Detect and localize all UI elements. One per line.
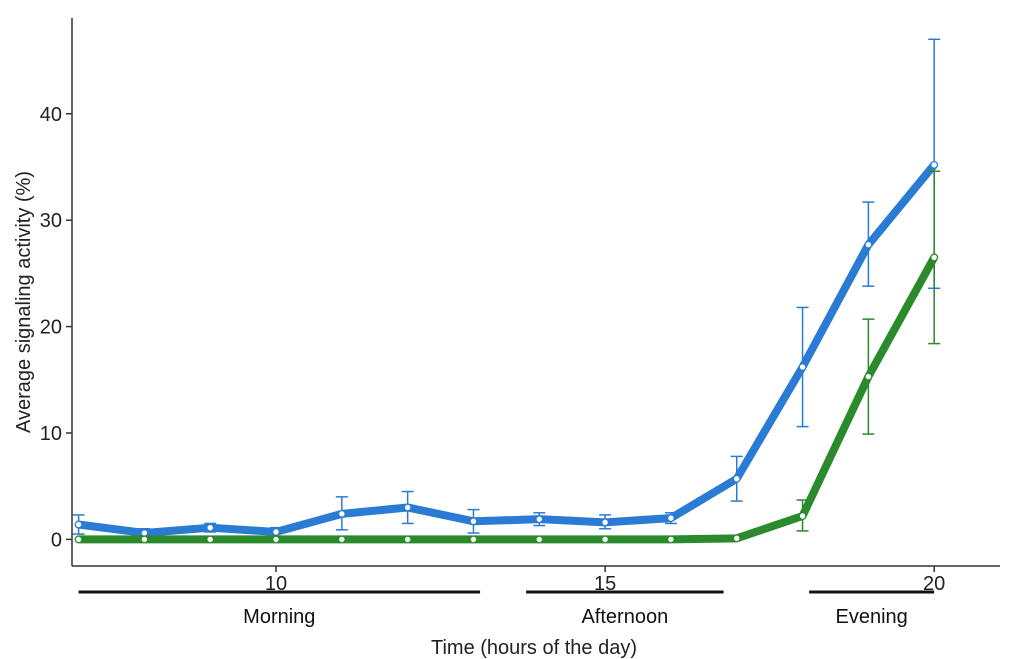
data-point xyxy=(272,535,280,544)
data-point xyxy=(535,515,543,523)
period-label: Evening xyxy=(836,606,908,628)
data-point xyxy=(733,475,741,483)
series-line xyxy=(74,160,939,538)
data-point xyxy=(206,523,214,532)
y-tick-label: 30 xyxy=(40,210,62,232)
period-label: Morning xyxy=(243,606,315,628)
axes xyxy=(71,18,1000,567)
data-point xyxy=(798,363,807,371)
data-point xyxy=(403,503,412,512)
data-point xyxy=(601,535,609,544)
data-point xyxy=(535,535,543,544)
series-line xyxy=(74,253,939,544)
data-point xyxy=(469,517,478,526)
data-point xyxy=(930,253,938,262)
y-axis-title: Average signaling activity (%) xyxy=(13,171,35,433)
series-layer xyxy=(72,38,941,544)
x-tick-label: 20 xyxy=(923,573,945,595)
x-ticks: 10 15 20 xyxy=(265,566,945,595)
data-point xyxy=(469,535,478,544)
data-point xyxy=(601,518,609,527)
data-point xyxy=(338,510,346,518)
series-0 xyxy=(72,38,941,539)
data-point xyxy=(930,161,938,169)
data-point xyxy=(667,535,675,544)
period-label: Afternoon xyxy=(581,606,668,628)
data-point xyxy=(864,240,873,249)
day-periods: Morning Afternoon Evening xyxy=(78,590,935,628)
data-point xyxy=(272,528,280,536)
data-point xyxy=(864,372,873,381)
data-point xyxy=(667,514,675,522)
x-axis-title: Time (hours of the day) xyxy=(431,637,637,659)
data-point xyxy=(338,535,346,544)
x-tick-label: 15 xyxy=(594,573,616,595)
data-point xyxy=(403,535,412,544)
y-tick-label: 40 xyxy=(40,104,62,126)
y-ticks: 0 10 20 30 40 xyxy=(40,104,72,551)
data-point xyxy=(140,529,149,537)
series-1 xyxy=(74,170,941,544)
data-point xyxy=(74,520,83,529)
data-point xyxy=(74,535,83,544)
data-point xyxy=(140,535,149,544)
data-point xyxy=(206,535,214,544)
y-tick-label: 0 xyxy=(51,529,62,551)
y-tick-label: 10 xyxy=(40,423,62,445)
x-tick-label: 10 xyxy=(265,573,287,595)
data-point xyxy=(733,534,741,543)
y-tick-label: 20 xyxy=(40,317,62,339)
data-point xyxy=(798,512,807,520)
